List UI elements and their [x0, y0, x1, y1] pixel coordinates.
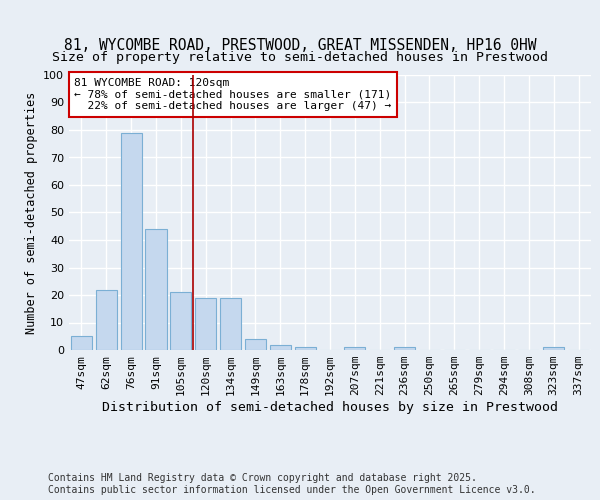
Bar — [145, 229, 167, 350]
Bar — [344, 347, 365, 350]
Bar — [195, 298, 216, 350]
Text: 81 WYCOMBE ROAD: 120sqm
← 78% of semi-detached houses are smaller (171)
  22% of: 81 WYCOMBE ROAD: 120sqm ← 78% of semi-de… — [74, 78, 391, 111]
Bar — [394, 347, 415, 350]
Text: Contains HM Land Registry data © Crown copyright and database right 2025.
Contai: Contains HM Land Registry data © Crown c… — [48, 474, 536, 495]
Bar — [270, 344, 291, 350]
Text: Size of property relative to semi-detached houses in Prestwood: Size of property relative to semi-detach… — [52, 51, 548, 64]
Bar — [543, 347, 564, 350]
Y-axis label: Number of semi-detached properties: Number of semi-detached properties — [25, 92, 38, 334]
Bar — [121, 132, 142, 350]
Bar — [245, 339, 266, 350]
Bar — [220, 298, 241, 350]
Bar — [295, 347, 316, 350]
Text: 81, WYCOMBE ROAD, PRESTWOOD, GREAT MISSENDEN, HP16 0HW: 81, WYCOMBE ROAD, PRESTWOOD, GREAT MISSE… — [64, 38, 536, 52]
Bar — [170, 292, 191, 350]
Bar — [96, 290, 117, 350]
Bar — [71, 336, 92, 350]
X-axis label: Distribution of semi-detached houses by size in Prestwood: Distribution of semi-detached houses by … — [102, 401, 558, 414]
